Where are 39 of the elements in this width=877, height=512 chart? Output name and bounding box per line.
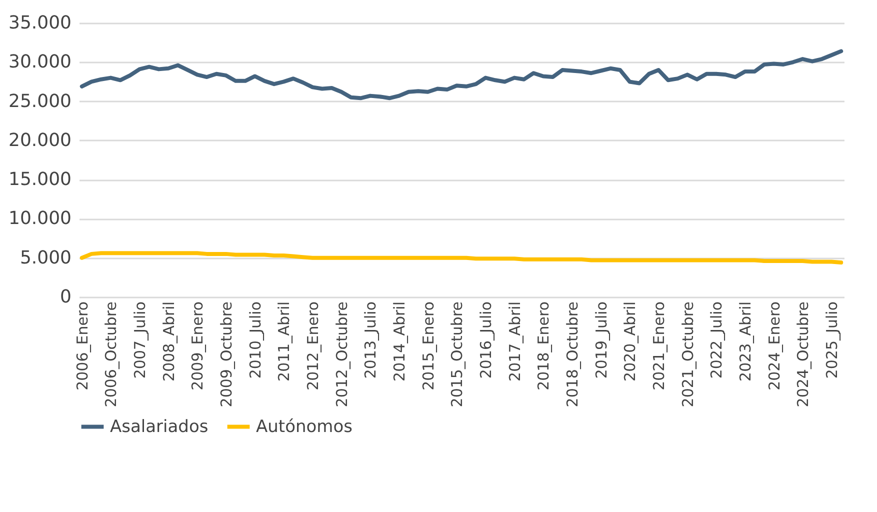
x-tick-label: 2012_Enero bbox=[304, 302, 322, 390]
x-tick-label: 2023_Abril bbox=[736, 302, 755, 382]
x-tick-label: 2015_Enero bbox=[419, 302, 438, 390]
x-tick-label: 2019_Julio bbox=[592, 302, 610, 379]
x-tick-label: 2017_Abril bbox=[506, 302, 524, 382]
line-series bbox=[80, 49, 844, 100]
y-tick-label: 25.000 bbox=[8, 90, 72, 112]
x-tick-label: 2006_Enero bbox=[73, 302, 92, 390]
x-tick-label: 2009_Enero bbox=[188, 302, 207, 390]
y-tick-label: 0 bbox=[60, 286, 72, 308]
x-tick-label: 2021_Octubre bbox=[678, 302, 697, 408]
x-tick-label: 2012_Octubre bbox=[332, 302, 351, 408]
x-tick-label: 2013_Julio bbox=[362, 302, 380, 379]
x-tick-label: 2011_Abril bbox=[275, 302, 294, 382]
x-tick-label: 2024_Octubre bbox=[794, 302, 812, 408]
y-tick-label: 15.000 bbox=[8, 169, 72, 190]
x-tick-label: 2020_Abril bbox=[621, 302, 640, 382]
x-tick-label: 2018_Octubre bbox=[564, 302, 582, 408]
legend-label: Autónomos bbox=[256, 416, 353, 437]
x-tick-label: 2006_Octubre bbox=[102, 302, 120, 408]
y-tick-label: 5.000 bbox=[20, 247, 72, 268]
x-tick-label: 2015_Octubre bbox=[448, 302, 466, 408]
x-tick-label: 2024_Enero bbox=[765, 302, 784, 390]
y-tick-label: 35.000 bbox=[8, 12, 72, 34]
x-tick-label: 2008_Abril bbox=[160, 302, 178, 382]
x-tick-label: 2007_Julio bbox=[131, 302, 150, 379]
x-tick-label: 2016_Julio bbox=[477, 302, 496, 379]
y-tick-label: 30.000 bbox=[8, 52, 72, 73]
legend-label: Asalariados bbox=[110, 416, 208, 437]
x-tick-label: 2025_Julio bbox=[823, 302, 842, 379]
x-tick-label: 2022_Julio bbox=[708, 302, 726, 379]
line-series bbox=[80, 251, 844, 265]
x-tick-label: 2009_Octubre bbox=[218, 302, 236, 408]
x-tick-label: 2010_Julio bbox=[246, 302, 264, 379]
y-tick-label: 20.000 bbox=[8, 130, 72, 151]
x-tick-label: 2021_Enero bbox=[650, 302, 668, 390]
x-tick-label: 2018_Enero bbox=[534, 302, 553, 390]
x-tick-label: 2014_Abril bbox=[390, 302, 409, 382]
y-tick-label: 10.000 bbox=[8, 208, 72, 230]
